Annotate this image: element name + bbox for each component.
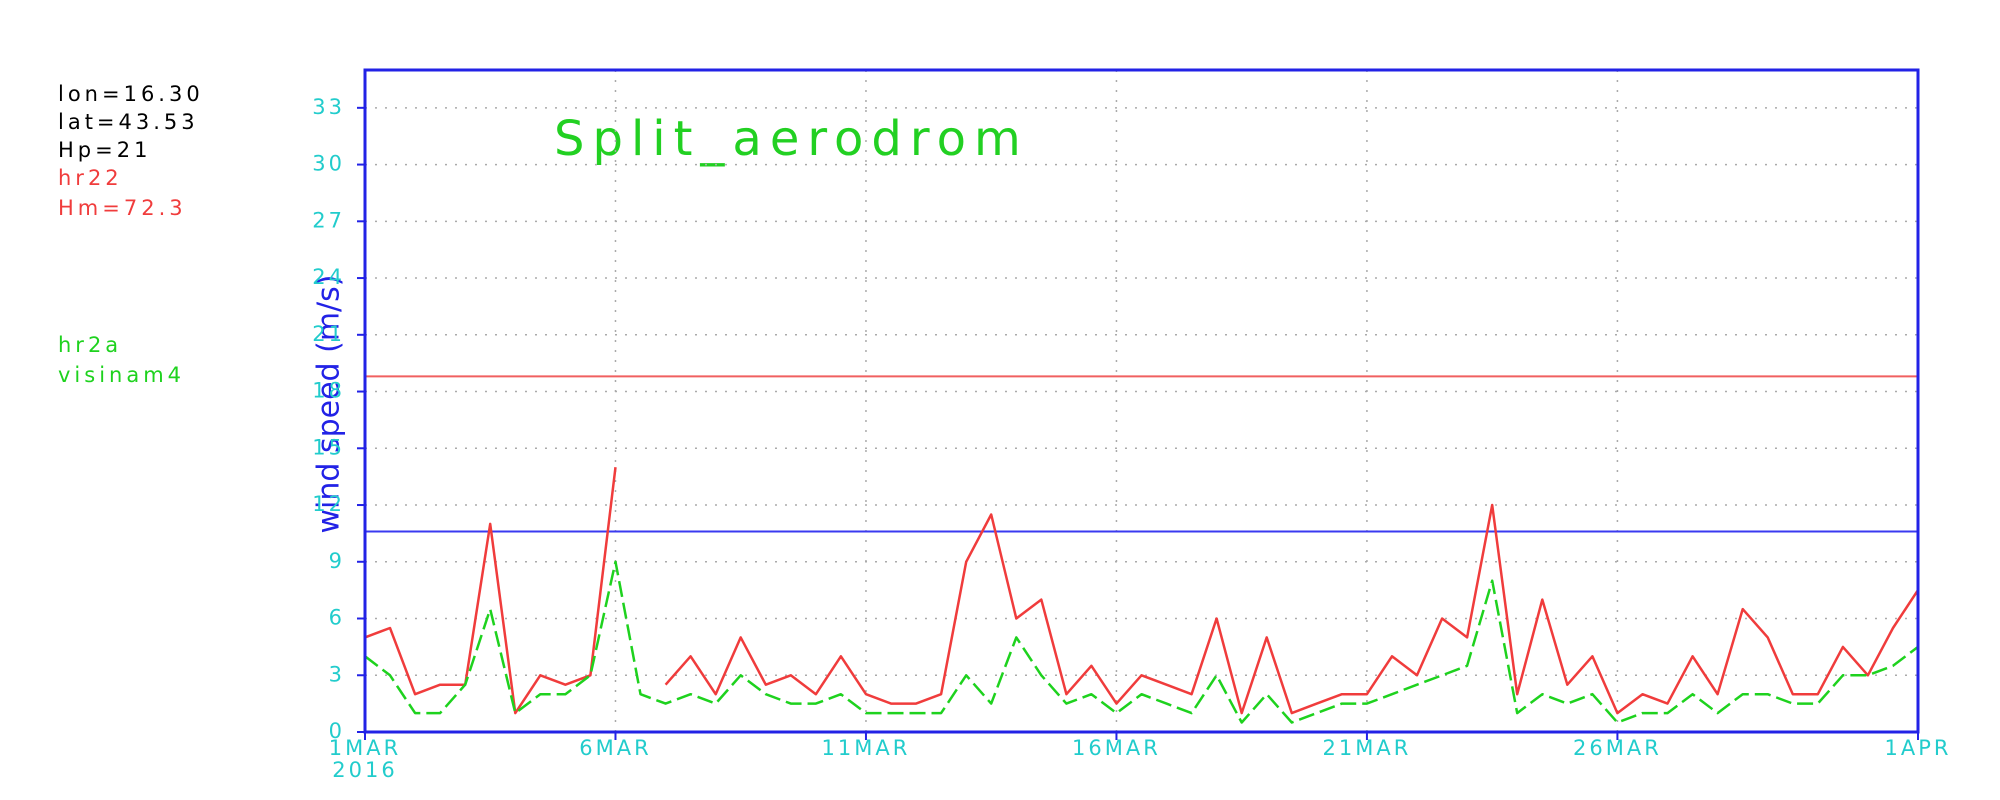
- y-axis-label: wind speed (m/s): [312, 275, 347, 534]
- x-tick-label: 21MAR: [1323, 736, 1412, 760]
- y-tick-label: 9: [329, 549, 345, 573]
- x-tick-label: 1MAR: [329, 736, 401, 760]
- y-tick-label: 30: [312, 152, 345, 176]
- legend-label: hr22: [58, 166, 123, 190]
- legend-note: visinam4: [58, 363, 185, 387]
- x-tick-label: 11MAR: [822, 736, 911, 760]
- x-tick-label: 1APR: [1885, 736, 1952, 760]
- legend-label: hr2a: [58, 333, 122, 357]
- data-line: [364, 560, 1919, 724]
- chart-title: Split_aerodrom: [554, 111, 1029, 167]
- y-tick-label: 24: [312, 265, 345, 289]
- info-text: lon=16.30: [58, 82, 204, 106]
- y-tick-label: 15: [312, 435, 345, 459]
- x-tick-label: 26MAR: [1573, 736, 1662, 760]
- y-tick-label: 0: [329, 719, 345, 743]
- plot-frame: [363, 68, 1920, 734]
- y-tick-label: 6: [329, 606, 345, 630]
- x-sublabel: 2016: [332, 758, 397, 782]
- info-text: lat=43.53: [58, 110, 199, 134]
- y-tick-label: 21: [312, 322, 345, 346]
- y-tick-label: 12: [312, 492, 345, 516]
- info-text: Hp=21: [58, 138, 151, 162]
- x-tick-label: 16MAR: [1072, 736, 1161, 760]
- y-tick-label: 18: [312, 379, 345, 403]
- legend-note: Hm=72.3: [58, 196, 187, 220]
- y-tick-label: 3: [329, 662, 345, 686]
- y-tick-label: 33: [312, 95, 345, 119]
- y-tick-label: 27: [312, 208, 345, 232]
- data-line: [664, 503, 1920, 715]
- data-line: [364, 467, 617, 715]
- x-tick-label: 6MAR: [579, 736, 651, 760]
